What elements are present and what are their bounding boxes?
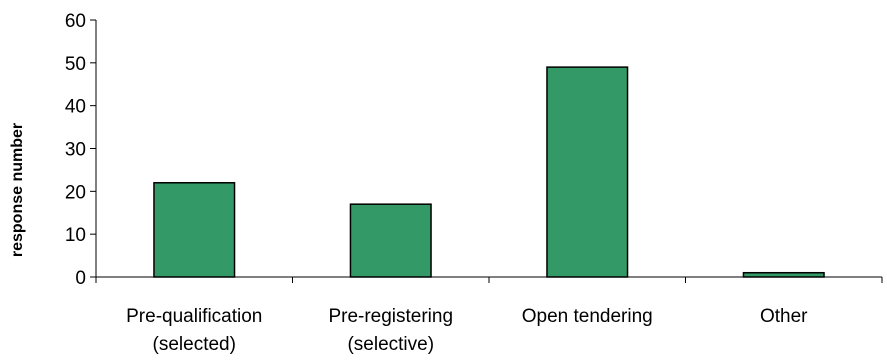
bar [349,203,432,278]
x-tick-label-line: (selected) [153,334,236,355]
x-tick-label: Open tendering [522,306,653,327]
bar [153,182,236,278]
y-tick-label: 50 [65,54,86,75]
x-tick-label: Other [760,306,808,327]
y-axis-title-group: response number [9,123,26,257]
x-tick-label: Pre-registering (selective) [328,306,453,355]
x-tick-label-line: (selective) [347,334,434,355]
y-tick-label: 20 [65,182,86,203]
x-tick-label: Pre-qualification (selected) [126,306,262,355]
x-tick-label-line: Pre-qualification [126,306,262,327]
x-tick-label-line: Pre-registering [328,306,453,327]
bars [153,66,825,278]
y-tick-label: 10 [65,225,86,246]
y-tick-label: 0 [75,268,86,289]
bar [742,271,825,278]
y-tick-label: 40 [65,97,86,118]
bar [546,66,629,278]
x-tick-label-line: Other [760,306,808,327]
x-labels: Pre-qualification (selected) Pre-registeri… [126,306,808,355]
y-ticks: 0 10 20 30 40 50 60 [65,11,96,289]
x-tick-label-line: Open tendering [522,306,653,327]
y-tick-label: 60 [65,11,86,32]
y-axis-title: response number [9,123,26,257]
y-tick-label: 30 [65,140,86,161]
